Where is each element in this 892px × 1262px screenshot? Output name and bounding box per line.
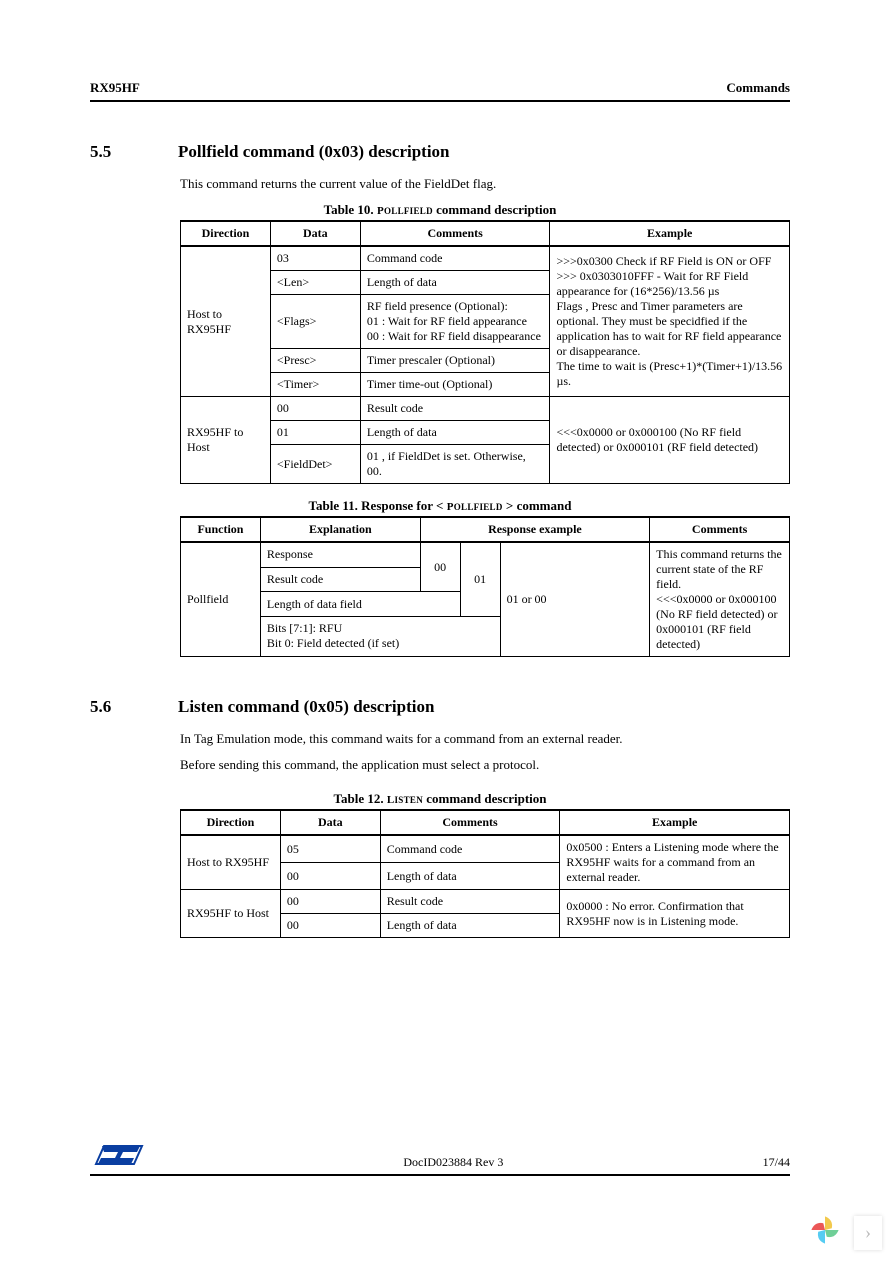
cell-comment: 01 , if FieldDet is set. Otherwise, 00. (360, 445, 550, 484)
cell-data: 00 (280, 914, 380, 938)
table12-caption: Table 12. LISTEN command description (90, 791, 790, 807)
section-title: Pollfield command (0x03) description (178, 142, 450, 162)
table-row: Host to RX95HF 05 Command code 0x0500 : … (181, 835, 790, 863)
cell-comment: RF field presence (Optional): 01 : Wait … (360, 295, 550, 349)
cell-data: <FieldDet> (270, 445, 360, 484)
cell-data: <Len> (270, 271, 360, 295)
table-row: RX95HF to Host 00 Result code <<<0x0000 … (181, 397, 790, 421)
st-logo-icon (90, 1140, 144, 1170)
cell-explanation: Length of data field (260, 592, 460, 617)
section-intro: This command returns the current value o… (180, 176, 790, 192)
th-example: Example (560, 810, 790, 835)
section-5-6: 5.6 Listen command (0x05) description In… (90, 697, 790, 938)
chevron-right-icon: › (865, 1222, 871, 1243)
section-number: 5.6 (90, 697, 130, 717)
viewer-controls: › (808, 1213, 882, 1252)
table-row: Pollfield Response 00 01 01 or 00 This c… (181, 542, 790, 567)
section-p2: Before sending this command, the applica… (180, 757, 790, 773)
table-row: RX95HF to Host 00 Result code 0x0000 : N… (181, 890, 790, 914)
cell-comment: Length of data (360, 421, 550, 445)
cell-comment: Result code (360, 397, 550, 421)
th-data: Data (270, 221, 360, 246)
section-5-5: 5.5 Pollfield command (0x03) description… (90, 142, 790, 657)
cell-direction: Host to RX95HF (181, 835, 281, 890)
cell-function: Pollfield (181, 542, 261, 657)
cell-data: 01 (270, 421, 360, 445)
cell-comment: Timer prescaler (Optional) (360, 349, 550, 373)
table-header-row: Direction Data Comments Example (181, 221, 790, 246)
cell-data: 00 (270, 397, 360, 421)
table11: Function Explanation Response example Co… (180, 516, 790, 657)
page-header: RX95HF Commands (90, 80, 790, 102)
cell-data: 05 (280, 835, 380, 863)
cell-data: 00 (280, 863, 380, 890)
th-example: Example (550, 221, 790, 246)
cell-comment: Timer time-out (Optional) (360, 373, 550, 397)
cell-direction: Host to RX95HF (181, 246, 271, 397)
cell-comment: Command code (380, 835, 560, 863)
doc-id: DocID023884 Rev 3 (403, 1155, 503, 1170)
cell-comment: Length of data (360, 271, 550, 295)
th-direction: Direction (181, 221, 271, 246)
section-p1: In Tag Emulation mode, this command wait… (180, 731, 790, 747)
header-right: Commands (726, 80, 790, 96)
cell-comments: This command returns the current state o… (650, 542, 790, 657)
th-data: Data (280, 810, 380, 835)
table11-caption: Table 11. Response for < POLLFIELD > com… (90, 498, 790, 514)
table-header-row: Direction Data Comments Example (181, 810, 790, 835)
page-number: 17/44 (763, 1155, 790, 1170)
cell-re: 01 or 00 (500, 542, 650, 657)
cell-explanation: Result code (260, 567, 420, 592)
th-comments: Comments (380, 810, 560, 835)
cell-comment: Command code (360, 246, 550, 271)
cell-data: <Flags> (270, 295, 360, 349)
header-left: RX95HF (90, 80, 140, 96)
cell-data: <Presc> (270, 349, 360, 373)
th-response-example: Response example (420, 517, 650, 542)
cell-example: <<<0x0000 or 0x000100 (No RF field detec… (550, 397, 790, 484)
cell-direction: RX95HF to Host (181, 890, 281, 938)
pinwheel-icon[interactable] (808, 1213, 842, 1252)
cell-explanation: Response (260, 542, 420, 567)
cell-example: 0x0000 : No error. Confirmation that RX9… (560, 890, 790, 938)
section-number: 5.5 (90, 142, 130, 162)
next-page-button[interactable]: › (854, 1216, 882, 1250)
page-footer: DocID023884 Rev 3 17/44 (90, 1140, 790, 1176)
th-function: Function (181, 517, 261, 542)
th-explanation: Explanation (260, 517, 420, 542)
table10-caption: Table 10. POLLFIELD command description (90, 202, 790, 218)
cell-re: 01 (460, 542, 500, 616)
cell-data: <Timer> (270, 373, 360, 397)
cell-comment: Result code (380, 890, 560, 914)
cell-data: 00 (280, 890, 380, 914)
table10: Direction Data Comments Example Host to … (180, 220, 790, 484)
table12: Direction Data Comments Example Host to … (180, 809, 790, 938)
table-row: Host to RX95HF 03 Command code >>>0x0300… (181, 246, 790, 271)
th-comments: Comments (360, 221, 550, 246)
th-comments: Comments (650, 517, 790, 542)
cell-example: >>>0x0300 Check if RF Field is ON or OFF… (550, 246, 790, 397)
cell-comment: Length of data (380, 863, 560, 890)
cell-explanation: Bits [7:1]: RFU Bit 0: Field detected (i… (260, 616, 500, 656)
table-header-row: Function Explanation Response example Co… (181, 517, 790, 542)
cell-data: 03 (270, 246, 360, 271)
cell-example: 0x0500 : Enters a Listening mode where t… (560, 835, 790, 890)
cell-re: 00 (420, 542, 460, 592)
cell-comment: Length of data (380, 914, 560, 938)
section-title: Listen command (0x05) description (178, 697, 434, 717)
th-direction: Direction (181, 810, 281, 835)
cell-direction: RX95HF to Host (181, 397, 271, 484)
